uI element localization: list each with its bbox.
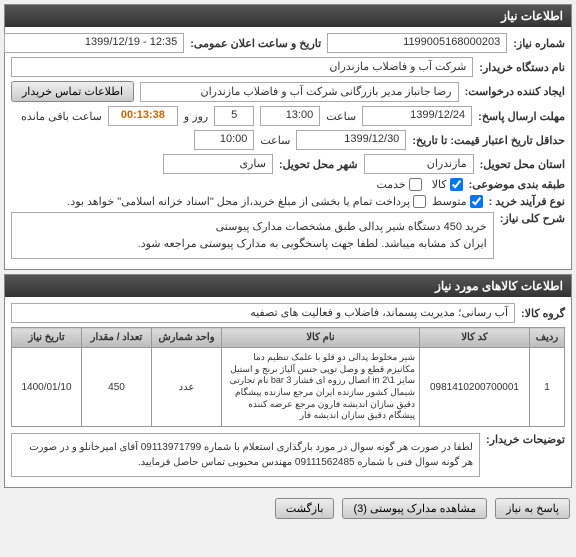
row-buyer-notes: توضیحات خریدار: لطفا در صورت هر گونه سوا… — [11, 433, 565, 477]
deadline-time: 13:00 — [260, 106, 320, 126]
budget-goods-item[interactable]: کالا — [432, 178, 463, 191]
budget-service-label: خدمت — [376, 178, 405, 191]
need-no-label: شماره نیاز: — [513, 37, 565, 50]
city-value: ساری — [163, 154, 273, 174]
reply-button[interactable]: پاسخ به نیاز — [495, 498, 570, 519]
min-valid-label: حداقل تاریخ اعتبار قیمت: تا تاریخ: — [412, 134, 565, 147]
row-budget-type: طبقه بندی موضوعی: کالا خدمت — [11, 178, 565, 191]
items-table: ردیف کد کالا نام کالا واحد شمارش تعداد /… — [11, 327, 565, 427]
time-left: 00:13:38 — [108, 106, 178, 126]
panel-title: اطلاعات نیاز — [5, 5, 571, 27]
buyer-org-label: نام دستگاه خریدار: — [479, 61, 565, 74]
purchase-type-label: نوع فرآیند خرید : — [489, 195, 565, 208]
col-code: کد کالا — [420, 328, 530, 348]
creator-value: رضا جانباز مدیر بازرگانی شرکت آب و فاضلا… — [140, 82, 459, 102]
city-label: شهر محل تحویل: — [279, 158, 358, 171]
row-desc: شرح کلی نیاز: خرید 450 دستگاه شیر پدالی … — [11, 212, 565, 259]
budget-service-checkbox[interactable] — [409, 178, 422, 191]
budget-service-item[interactable]: خدمت — [376, 178, 421, 191]
table-body: 1 0981410200700001 شیر مخلوط پدالی دو قل… — [12, 348, 565, 427]
row-min-valid: حداقل تاریخ اعتبار قیمت: تا تاریخ: 1399/… — [11, 130, 565, 150]
cell-qty: 450 — [82, 348, 152, 427]
attachments-button[interactable]: مشاهده مدارک پیوستی (3) — [342, 498, 487, 519]
col-need-date: تاریخ نیاز — [12, 328, 82, 348]
deadline-label: مهلت ارسال پاسخ: — [478, 110, 565, 123]
creator-label: ایجاد کننده درخواست: — [465, 85, 565, 98]
min-valid-sep: ساعت — [260, 134, 290, 147]
need-no-value: 1199005168000203 — [327, 33, 507, 53]
col-name: نام کالا — [222, 328, 420, 348]
deadline-time-sep: ساعت — [326, 110, 356, 123]
purchase-note-label: پرداخت تمام یا بخشی از مبلغ خرید،از محل … — [67, 195, 410, 208]
cell-need-date: 1400/01/10 — [12, 348, 82, 427]
back-button[interactable]: بازگشت — [275, 498, 335, 519]
province-value: مازندران — [364, 154, 474, 174]
row-buyer-org: نام دستگاه خریدار: شرکت آب و فاضلاب مازن… — [11, 57, 565, 77]
group-value: آب رسانی؛ مدیریت پسماند، فاضلاب و فعالیت… — [11, 303, 515, 323]
desc-text: خرید 450 دستگاه شیر پدالی طبق مشخصات مدا… — [11, 212, 494, 259]
min-valid-time: 10:00 — [194, 130, 254, 150]
table-header-row: ردیف کد کالا نام کالا واحد شمارش تعداد /… — [12, 328, 565, 348]
need-info-panel: اطلاعات نیاز شماره نیاز: 119900516800020… — [4, 4, 572, 270]
announce-value: 12:35 - 1399/12/19 — [4, 33, 184, 53]
purchase-mid-checkbox[interactable] — [470, 195, 483, 208]
purchase-note-item[interactable]: پرداخت تمام یا بخشی از مبلغ خرید،از محل … — [67, 195, 426, 208]
desc-label: شرح کلی نیاز: — [500, 212, 565, 225]
buyer-notes-text: لطفا در صورت هر گونه سوال در مورد بارگذا… — [11, 433, 480, 477]
items-header: اطلاعات کالاهای مورد نیاز — [5, 275, 571, 297]
min-valid-date: 1399/12/30 — [296, 130, 406, 150]
purchase-note-checkbox[interactable] — [413, 195, 426, 208]
col-unit: واحد شمارش — [152, 328, 222, 348]
col-qty: تعداد / مقدار — [82, 328, 152, 348]
contact-buyer-button[interactable]: اطلاعات تماس خریدار — [11, 81, 134, 102]
buyer-notes-label: توضیحات خریدار: — [486, 433, 565, 446]
items-panel: اطلاعات کالاهای مورد نیاز گروه کالا: آب … — [4, 274, 572, 488]
row-deadline: مهلت ارسال پاسخ: 1399/12/24 ساعت 13:00 5… — [11, 106, 565, 126]
purchase-mid-item[interactable]: متوسط — [432, 195, 483, 208]
province-label: استان محل تحویل: — [480, 158, 565, 171]
panel-body: شماره نیاز: 1199005168000203 تاریخ و ساع… — [5, 27, 571, 269]
col-row: ردیف — [530, 328, 565, 348]
purchase-type-group: متوسط — [432, 195, 483, 208]
purchase-mid-label: متوسط — [432, 195, 467, 208]
row-group: گروه کالا: آب رسانی؛ مدیریت پسماند، فاضل… — [11, 303, 565, 323]
budget-type-group: کالا خدمت — [376, 178, 462, 191]
row-need-no: شماره نیاز: 1199005168000203 تاریخ و ساع… — [11, 33, 565, 53]
cell-unit: عدد — [152, 348, 222, 427]
footer-buttons: پاسخ به نیاز مشاهده مدارک پیوستی (3) باز… — [0, 492, 576, 525]
items-body: گروه کالا: آب رسانی؛ مدیریت پسماند، فاضل… — [5, 297, 571, 487]
deadline-date: 1399/12/24 — [362, 106, 472, 126]
announce-label: تاریخ و ساعت اعلان عمومی: — [190, 37, 321, 50]
remain-label: ساعت باقی مانده — [21, 110, 102, 123]
cell-code: 0981410200700001 — [420, 348, 530, 427]
cell-name: شیر مخلوط پدالی دو قلو با علمک تنظیم دما… — [222, 348, 420, 427]
row-location: استان محل تحویل: مازندران شهر محل تحویل:… — [11, 154, 565, 174]
row-creator: ایجاد کننده درخواست: رضا جانباز مدیر باز… — [11, 81, 565, 102]
budget-goods-checkbox[interactable] — [450, 178, 463, 191]
deadline-day-sep: روز و — [184, 110, 208, 123]
cell-idx: 1 — [530, 348, 565, 427]
table-row: 1 0981410200700001 شیر مخلوط پدالی دو قل… — [12, 348, 565, 427]
days-left: 5 — [214, 106, 254, 126]
budget-type-label: طبقه بندی موضوعی: — [469, 178, 565, 191]
buyer-org-value: شرکت آب و فاضلاب مازندران — [11, 57, 473, 77]
row-purchase-type: نوع فرآیند خرید : متوسط پرداخت تمام یا ب… — [11, 195, 565, 208]
budget-goods-label: کالا — [432, 178, 447, 191]
group-label: گروه کالا: — [521, 307, 565, 320]
